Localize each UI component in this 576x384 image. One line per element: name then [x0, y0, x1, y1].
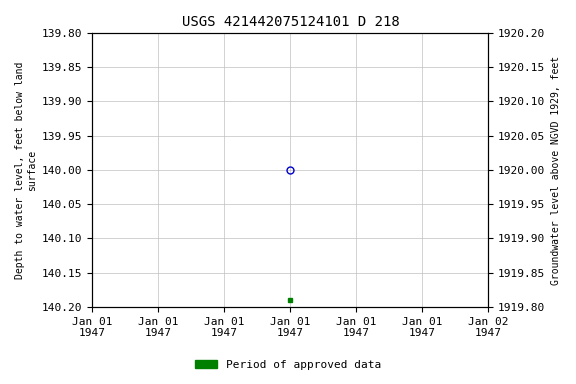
- Legend: Period of approved data: Period of approved data: [191, 356, 385, 375]
- Title: USGS 421442075124101 D 218: USGS 421442075124101 D 218: [181, 15, 399, 29]
- Y-axis label: Depth to water level, feet below land
surface: Depth to water level, feet below land su…: [15, 61, 37, 279]
- Y-axis label: Groundwater level above NGVD 1929, feet: Groundwater level above NGVD 1929, feet: [551, 55, 561, 285]
